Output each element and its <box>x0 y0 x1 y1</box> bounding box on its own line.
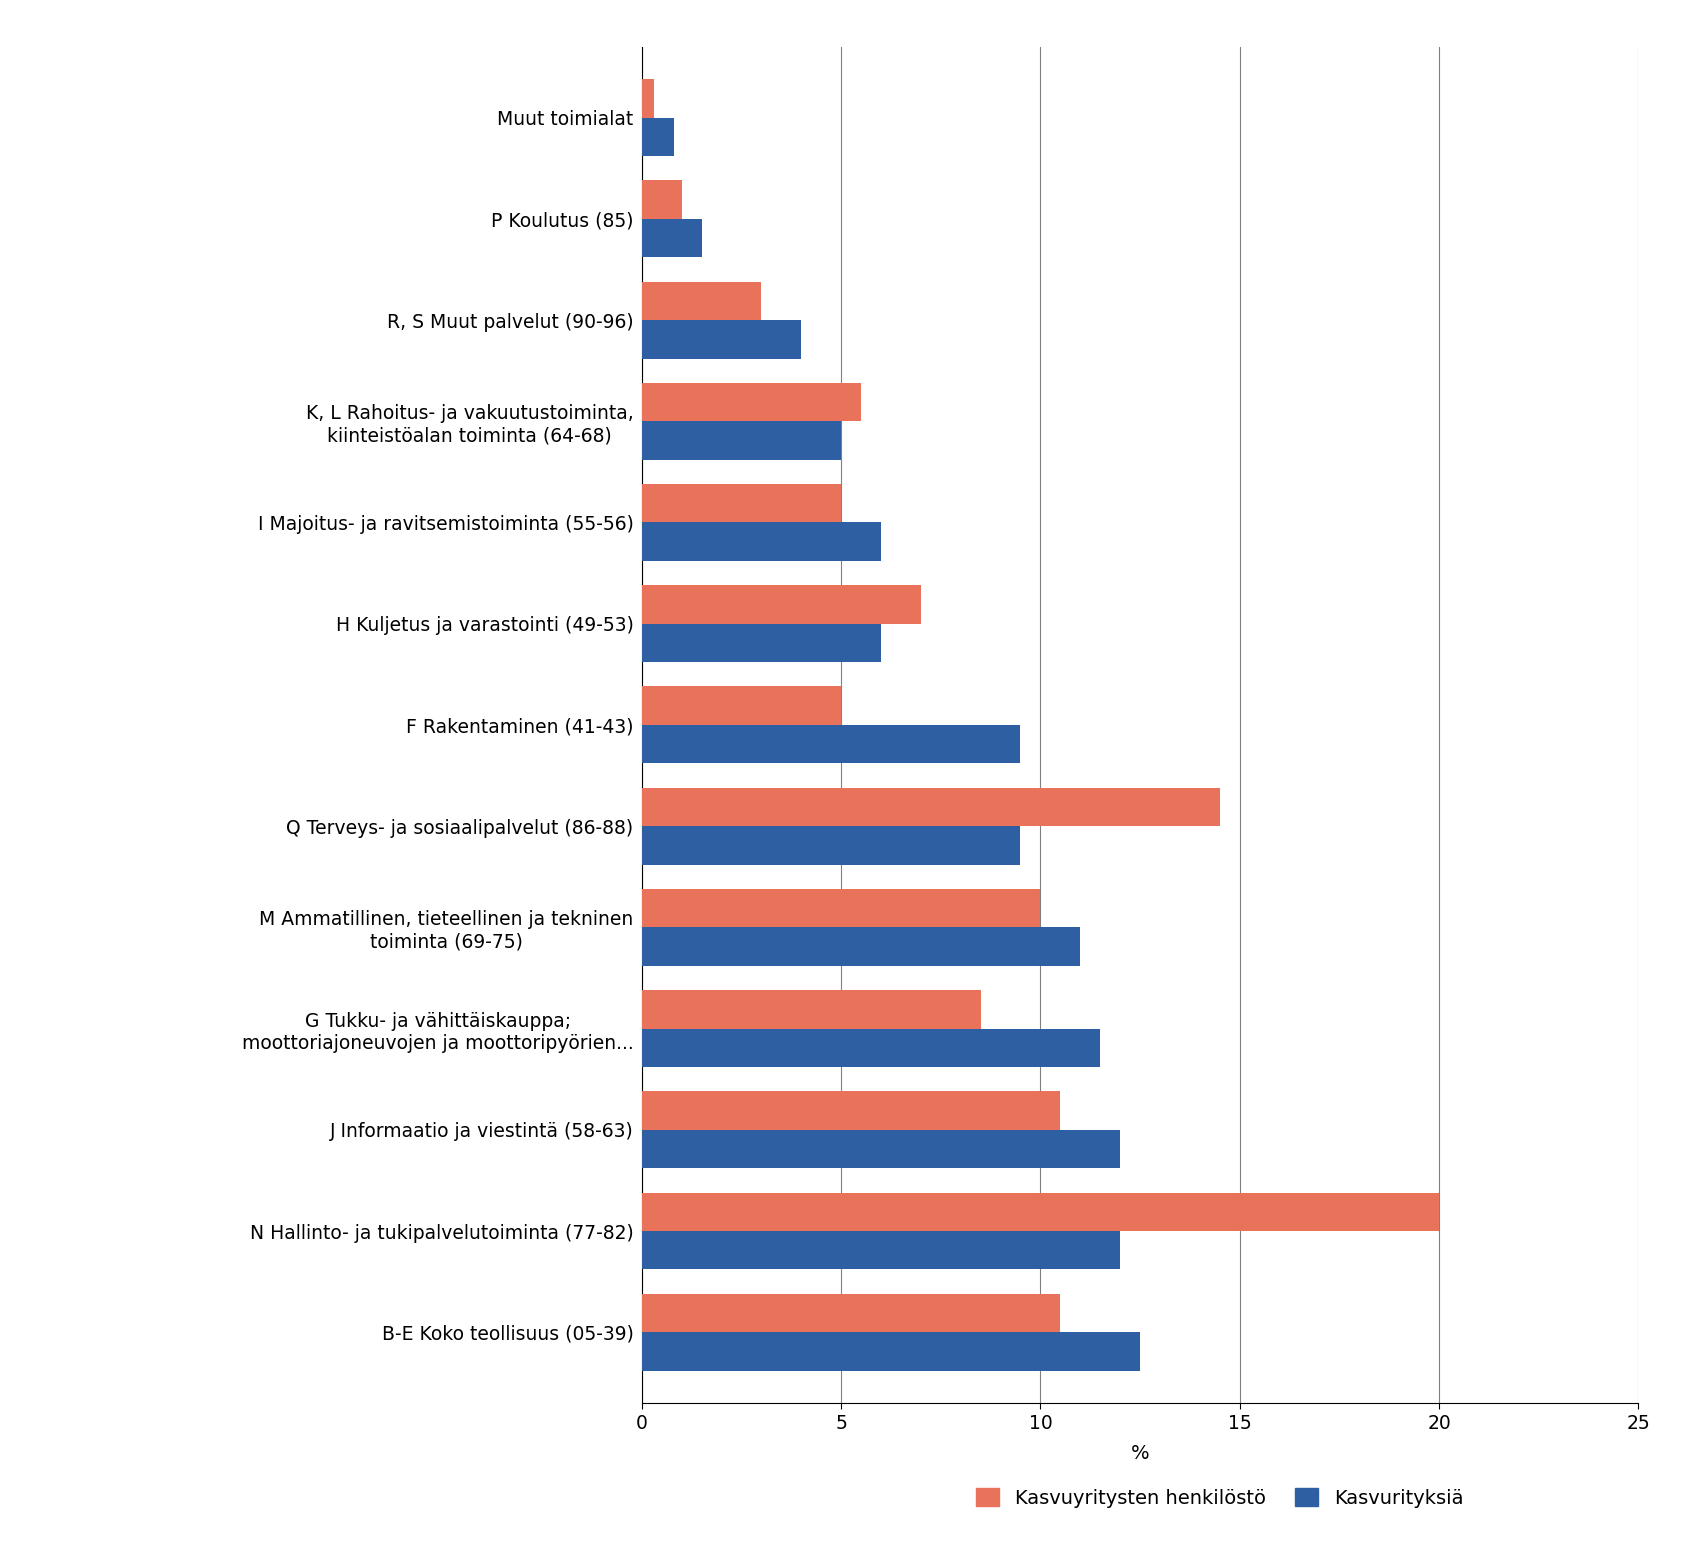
Bar <box>642 826 1020 865</box>
Bar <box>642 585 921 624</box>
Bar <box>642 686 841 725</box>
Bar <box>642 421 841 460</box>
Bar <box>642 1130 1120 1168</box>
Bar <box>642 522 882 561</box>
Bar <box>642 1091 1061 1130</box>
Bar <box>642 928 1081 967</box>
Bar <box>642 384 861 421</box>
Bar <box>642 624 882 663</box>
Bar <box>642 787 1219 826</box>
Bar <box>642 990 981 1029</box>
Bar <box>642 282 762 320</box>
Bar <box>642 1029 1100 1066</box>
Bar <box>642 889 1040 928</box>
Bar <box>642 117 674 156</box>
Legend: Kasvuyritysten henkilöstö, Kasvurityksiä: Kasvuyritysten henkilöstö, Kasvurityksiä <box>968 1481 1471 1515</box>
Bar <box>642 1193 1439 1232</box>
Bar <box>642 1333 1140 1370</box>
Bar <box>642 725 1020 764</box>
Bar <box>642 1232 1120 1269</box>
Bar <box>642 80 654 117</box>
Bar <box>642 320 801 359</box>
Bar <box>642 483 841 522</box>
Bar <box>642 1294 1061 1333</box>
X-axis label: %: % <box>1130 1444 1150 1462</box>
Bar <box>642 218 701 257</box>
Bar <box>642 181 682 218</box>
